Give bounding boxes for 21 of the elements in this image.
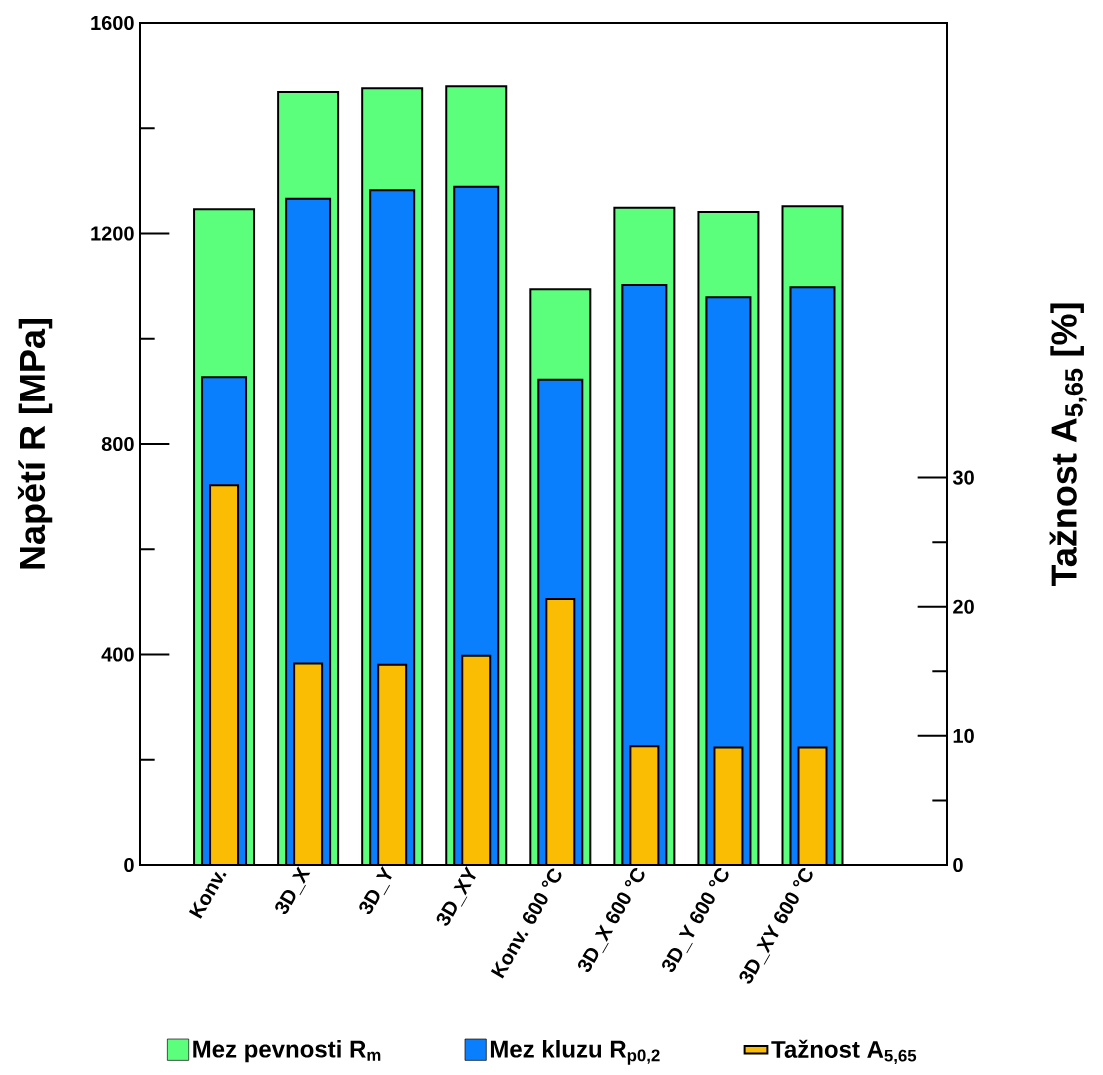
y2-axis-title: Tažnost A$_{5,65}$ [%] — [1049, 303, 1087, 587]
bar — [797, 746, 828, 865]
bar — [462, 655, 491, 865]
bar — [630, 746, 659, 865]
y-axis-title: Napětí R [MPa] — [17, 319, 53, 569]
y2-tick-label: 10 — [953, 728, 974, 743]
y-tick-label: 0 — [124, 857, 134, 873]
y2-tick-label: 20 — [953, 599, 974, 614]
bar — [378, 664, 407, 865]
legend-label: Mez pevnosti R$_{m}$ — [193, 1039, 381, 1063]
legend-label: Mez kluzu R$_{p0,2}$ — [490, 1039, 660, 1065]
y-tick-label: 1600 — [91, 15, 134, 31]
y-tick-label: 400 — [101, 647, 134, 662]
bar — [294, 663, 323, 865]
y2-tick-label: 30 — [952, 470, 974, 485]
y-tick-label: 800 — [101, 436, 134, 452]
bar — [714, 747, 743, 865]
legend-label: Tažnost A$_{5,65}$ — [771, 1039, 917, 1065]
y-tick-label: 1200 — [91, 226, 134, 241]
bar — [546, 598, 575, 865]
y2-tick-label: 0 — [953, 857, 963, 873]
